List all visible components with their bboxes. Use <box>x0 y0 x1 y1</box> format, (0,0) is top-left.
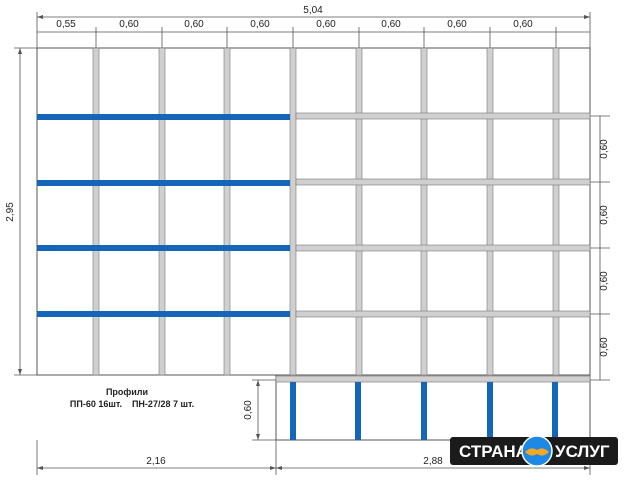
vertical-profile <box>552 47 560 376</box>
lower-blue-profile <box>421 382 427 440</box>
dim-top-segment: 0,60 <box>381 19 401 30</box>
horizontal-blue-profile <box>37 114 290 120</box>
dim-left-height: 2,95 <box>5 202 16 222</box>
vertical-profile <box>355 47 363 376</box>
vertical-profile <box>420 47 428 376</box>
strana-uslug-logo: СТРАНА УСЛУГ <box>450 435 618 467</box>
dim-top-segment: 0,60 <box>447 19 467 30</box>
dim-right-segment: 0,60 <box>599 271 610 291</box>
lower-blue-profile <box>290 382 296 440</box>
dim-bottom-left: 2,16 <box>146 456 166 467</box>
lower-blue-profile <box>552 382 558 440</box>
horizontal-gray-profile <box>295 310 591 318</box>
lower-blue-profile <box>355 382 361 440</box>
dim-bottom-right: 2,88 <box>423 456 443 467</box>
dim-right-segment: 0,60 <box>599 337 610 357</box>
dim-lower-height: 0,60 <box>243 400 254 420</box>
vertical-profiles <box>92 47 560 376</box>
vertical-profile <box>289 47 297 376</box>
dimension-arrows <box>18 15 590 470</box>
horizontal-blue-profile <box>37 180 290 186</box>
legend-title: Профили <box>106 387 148 397</box>
legend-line: ПП-60 16шт. ПН-27/28 7 шт. <box>70 399 194 409</box>
horizontal-gray-profiles <box>275 112 591 383</box>
dim-top-segment: 0,60 <box>250 19 270 30</box>
horizontal-gray-profile <box>295 112 591 120</box>
horizontal-blue-profile <box>37 245 290 251</box>
vertical-profile <box>223 47 231 376</box>
dim-right-segment: 0,60 <box>599 139 610 159</box>
dim-top-segment: 0,60 <box>513 19 533 30</box>
vertical-profile <box>92 47 100 376</box>
logo-right-word: УСЛУГ <box>555 442 610 461</box>
lower-blue-profiles <box>290 382 558 440</box>
dim-top-segment: 0,55 <box>56 19 76 30</box>
dim-top-total: 5,04 <box>303 5 323 16</box>
horizontal-gray-profile <box>295 178 591 186</box>
lower-section-outline <box>275 375 591 441</box>
dim-right-segment: 0,60 <box>599 205 610 225</box>
handshake-hand-icon <box>525 448 549 456</box>
ceiling-outline <box>36 47 591 376</box>
horizontal-blue-profile <box>37 311 290 317</box>
lower-blue-profile <box>487 382 493 440</box>
dim-top-segment: 0,60 <box>184 19 204 30</box>
logo-left-word: СТРАНА <box>459 442 528 461</box>
dim-top-segment: 0,60 <box>316 19 336 30</box>
horizontal-gray-profile <box>275 375 591 383</box>
vertical-profile <box>486 47 494 376</box>
vertical-profile <box>158 47 166 376</box>
dim-top-segment: 0,60 <box>119 19 139 30</box>
horizontal-gray-profile <box>295 244 591 252</box>
dimension-lines <box>14 12 610 475</box>
horizontal-blue-profiles <box>37 114 290 317</box>
